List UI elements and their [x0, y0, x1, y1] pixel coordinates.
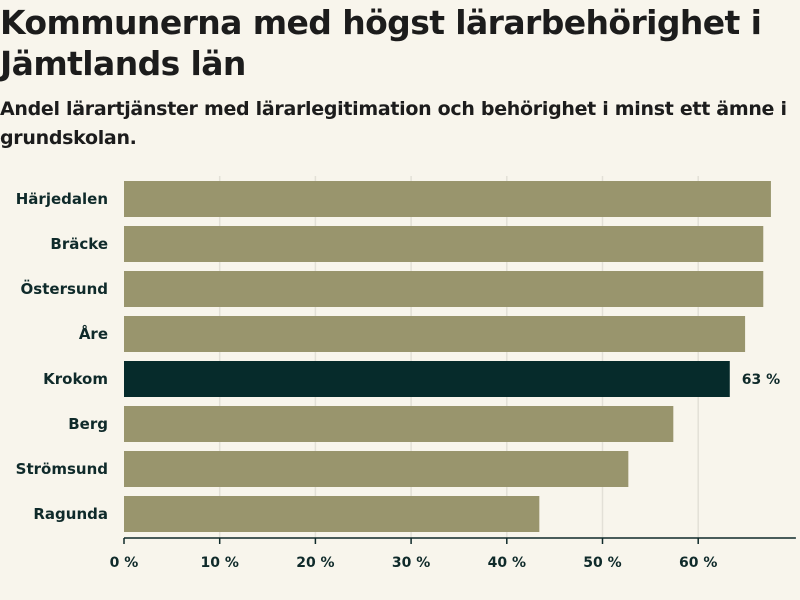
category-label: Berg — [68, 415, 108, 433]
x-tick-label: 20 % — [296, 555, 334, 571]
x-tick-label: 50 % — [583, 555, 621, 571]
bar-ragunda — [124, 496, 540, 532]
data-label: 63 % — [742, 372, 780, 388]
x-tick-label: 60 % — [679, 555, 717, 571]
chart-title: Kommunerna med högst lärarbehörighet i J… — [0, 3, 762, 83]
category-labels: Härjedalen Bräcke Östersund Åre Krokom Berg St… — [16, 190, 781, 523]
category-label: Bräcke — [50, 235, 108, 253]
x-tick-label: 10 % — [201, 555, 239, 571]
category-label: Östersund — [21, 279, 108, 298]
category-label: Åre — [79, 324, 108, 343]
x-axis: 0 % 10 % 20 % 30 % 40 % 50 % 60 % — [110, 537, 796, 571]
bar-bräcke — [124, 226, 764, 262]
category-label: Härjedalen — [16, 190, 108, 208]
x-tick-label: 0 % — [110, 555, 139, 571]
category-label: Strömsund — [16, 460, 108, 478]
bar-strömsund — [124, 451, 629, 487]
bar-åre — [124, 316, 746, 352]
x-tick-label: 40 % — [488, 555, 526, 571]
bars — [124, 181, 771, 532]
bar-krokom — [124, 361, 730, 397]
category-label: Krokom — [43, 370, 108, 388]
bar-östersund — [124, 271, 764, 307]
bar-berg — [124, 406, 674, 442]
bar-härjedalen — [124, 181, 771, 217]
category-label: Ragunda — [33, 505, 108, 523]
chart-subtitle: Andel lärartjänster med lärarlegitimatio… — [0, 98, 787, 149]
x-tick-label: 30 % — [392, 555, 430, 571]
